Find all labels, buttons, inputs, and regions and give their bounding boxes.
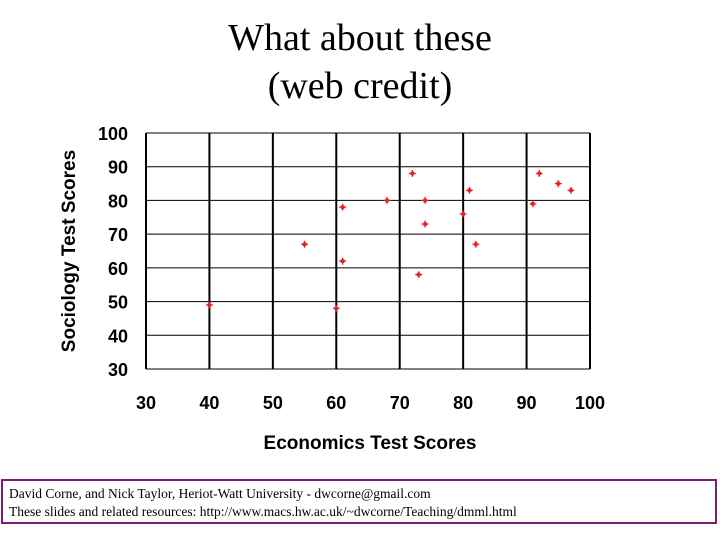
footer-credits: David Corne, and Nick Taylor, Heriot-Wat…: [1, 479, 717, 524]
data-point: [332, 304, 340, 312]
data-point: [421, 220, 429, 228]
data-point: [415, 271, 423, 279]
x-tick-label: 30: [136, 393, 156, 413]
slide-title: What about these (web credit): [0, 14, 720, 110]
footer-line-2: These slides and related resources: http…: [9, 504, 517, 519]
x-tick-label: 90: [517, 393, 537, 413]
footer-line-1: David Corne, and Nick Taylor, Heriot-Wat…: [9, 486, 431, 501]
title-line-2: (web credit): [267, 65, 453, 107]
data-point: [529, 200, 537, 208]
x-tick-label: 40: [199, 393, 219, 413]
data-point: [554, 180, 562, 188]
data-point: [339, 203, 347, 211]
data-point: [459, 210, 467, 218]
data-point: [465, 186, 473, 194]
y-tick-label: 30: [108, 360, 128, 380]
data-point: [567, 186, 575, 194]
data-point: [421, 196, 429, 204]
x-tick-label: 60: [326, 393, 346, 413]
x-tick-label: 50: [263, 393, 283, 413]
y-tick-label: 70: [108, 225, 128, 245]
y-tick-label: 90: [108, 158, 128, 178]
x-axis-label: Economics Test Scores: [264, 433, 477, 454]
data-point: [472, 240, 480, 248]
x-tick-label: 70: [390, 393, 410, 413]
y-tick-label: 40: [108, 326, 128, 346]
y-tick-label: 50: [108, 293, 128, 313]
data-point: [205, 301, 213, 309]
y-tick-label: 80: [108, 191, 128, 211]
title-line-1: What about these: [228, 17, 492, 59]
y-tick-label: 60: [108, 259, 128, 279]
data-point: [383, 196, 391, 204]
x-tick-label: 100: [575, 393, 605, 413]
data-point: [408, 169, 416, 177]
x-tick-label: 80: [453, 393, 473, 413]
y-axis-label: Sociology Test Scores: [59, 150, 80, 352]
data-point: [301, 240, 309, 248]
data-point: [535, 169, 543, 177]
y-tick-label: 100: [98, 124, 128, 144]
data-point: [339, 257, 347, 265]
